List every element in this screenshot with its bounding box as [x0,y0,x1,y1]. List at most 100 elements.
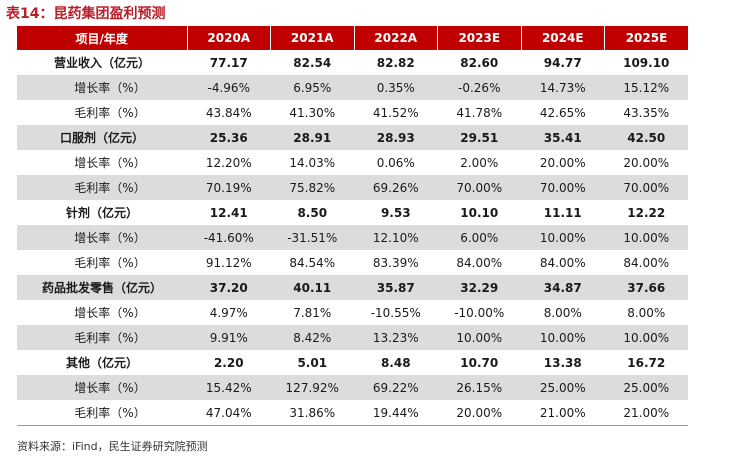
row-label: 其他（亿元） [65,356,138,370]
value-cell: 77.17 [209,55,248,70]
row-label: 药品批发零售（亿元） [17,275,187,300]
value-cell: 10.10 [460,205,499,220]
value-cell: 9.53 [380,205,411,220]
table-title: 表14：昆药集团盈利预测 [6,6,166,22]
value-cell: 19.44% [354,400,438,426]
header-cell-2023e: 2023E [437,26,521,50]
row-label: 营业收入（亿元） [53,56,150,70]
value-cell: 16.72 [627,355,666,370]
value-cell: 10.00% [521,325,605,350]
row-label: 毛利率（%） [17,400,187,426]
value-cell: 12.22 [627,205,666,220]
value-cell: 21.00% [604,400,688,426]
value-cell: 15.12% [604,75,688,100]
value-cell: 75.82% [270,175,354,200]
value-cell: 35.87 [354,275,438,300]
row-label: 口服剂（亿元） [17,125,187,150]
value-cell: 4.97% [209,305,248,320]
value-cell: 84.54% [289,255,336,270]
earnings-forecast-table: 项目/年度 2020A 2021A 2022A 2023E 2024E 2025… [17,26,688,426]
table-row: 毛利率（%） 70.19% 75.82% 69.26% 70.00% 70.00% 70.0… [17,175,688,200]
row-label: 增长率（%） [17,75,187,100]
header-cell-item-year: 项目/年度 [17,26,187,50]
value-cell: 28.91 [270,125,354,150]
value-cell: 10.00% [604,325,688,350]
row-label: 针剂（亿元） [65,206,138,220]
header-cell-2025e: 2025E [604,26,688,50]
value-cell: 41.30% [289,105,336,120]
table-row: 药品批发零售（亿元） 37.20 40.11 35.87 32.29 34.87 37.66 [17,275,688,300]
value-cell: 8.48 [380,355,411,370]
row-label: 增长率（%） [17,225,187,250]
value-cell: 109.10 [623,55,670,70]
header-cell-2022a: 2022A [353,26,438,50]
header-cell-2024e: 2024E [520,26,605,50]
table-row: 增长率（%） 15.42% 127.92% 69.22% 26.15% 25.00% 25.… [17,375,688,400]
value-cell: 25.00% [604,375,688,400]
table-row: 营业收入（亿元） 77.17 82.54 82.82 82.60 94.77 109.10 [17,50,688,75]
value-cell: 41.52% [372,105,419,120]
value-cell: 20.00% [437,400,521,426]
value-cell: 7.81% [293,305,332,320]
value-cell: 70.00% [437,175,521,200]
table-row: 增长率（%） 4.97% 7.81% -10.55% -10.00% 8.00% 8.00% [17,300,688,325]
table-row: 毛利率（%） 43.84% 41.30% 41.52% 41.78% 42.65% 43.3… [17,100,688,125]
row-label: 增长率（%） [17,375,187,400]
value-cell: 83.39% [372,255,419,270]
row-label: 毛利率（%） [74,106,146,120]
table-row: 针剂（亿元） 12.41 8.50 9.53 10.10 11.11 12.22 [17,200,688,225]
value-cell: 10.70 [460,355,499,370]
value-cell: 127.92% [270,375,354,400]
value-cell: -4.96% [187,75,271,100]
value-cell: 69.22% [354,375,438,400]
value-cell: 13.23% [354,325,438,350]
value-cell: 8.42% [270,325,354,350]
value-cell: 14.73% [521,75,605,100]
value-cell: 21.00% [521,400,605,426]
value-cell: 25.00% [521,375,605,400]
value-cell: 6.95% [270,75,354,100]
value-cell: 11.11 [543,205,582,220]
table-row: 毛利率（%） 91.12% 84.54% 83.39% 84.00% 84.00% 84.0… [17,250,688,275]
value-cell: 37.66 [604,275,688,300]
row-label: 毛利率（%） [17,175,187,200]
value-cell: 12.10% [354,225,438,250]
row-label: 毛利率（%） [74,256,146,270]
value-cell: 5.01 [297,355,328,370]
header-cell-2020a: 2020A [186,26,271,50]
value-cell: -31.51% [270,225,354,250]
value-cell: 37.20 [187,275,271,300]
value-cell: 84.00% [623,255,670,270]
value-cell: 8.50 [297,205,328,220]
value-cell: 8.00% [627,305,666,320]
value-cell: 10.00% [437,325,521,350]
value-cell: 13.38 [543,355,582,370]
value-cell: 28.93 [354,125,438,150]
value-cell: -10.55% [370,305,421,320]
source-note: 资料来源：iFind，民生证券研究院预测 [17,440,208,453]
row-label: 毛利率（%） [17,325,187,350]
value-cell: 10.00% [521,225,605,250]
table-row: 毛利率（%） 47.04% 31.86% 19.44% 20.00% 21.00% 21.0… [17,400,688,426]
value-cell: 69.26% [354,175,438,200]
value-cell: 42.65% [539,105,586,120]
value-cell: 47.04% [187,400,271,426]
value-cell: 40.11 [270,275,354,300]
value-cell: 0.06% [376,155,415,170]
value-cell: 34.87 [521,275,605,300]
value-cell: 70.00% [604,175,688,200]
value-cell: 91.12% [205,255,252,270]
value-cell: 32.29 [437,275,521,300]
value-cell: 2.20 [213,355,244,370]
value-cell: 70.00% [521,175,605,200]
value-cell: 43.35% [623,105,670,120]
header-row: 项目/年度 2020A 2021A 2022A 2023E 2024E 2025… [17,26,688,50]
value-cell: 84.00% [456,255,503,270]
table-body: 营业收入（亿元） 77.17 82.54 82.82 82.60 94.77 109.10 增… [17,50,688,426]
value-cell: 12.41 [209,205,248,220]
value-cell: 20.00% [623,155,670,170]
value-cell: 2.00% [460,155,499,170]
table-row: 毛利率（%） 9.91% 8.42% 13.23% 10.00% 10.00% 10.00% [17,325,688,350]
table-row: 口服剂（亿元） 25.36 28.91 28.93 29.51 35.41 42.50 [17,125,688,150]
